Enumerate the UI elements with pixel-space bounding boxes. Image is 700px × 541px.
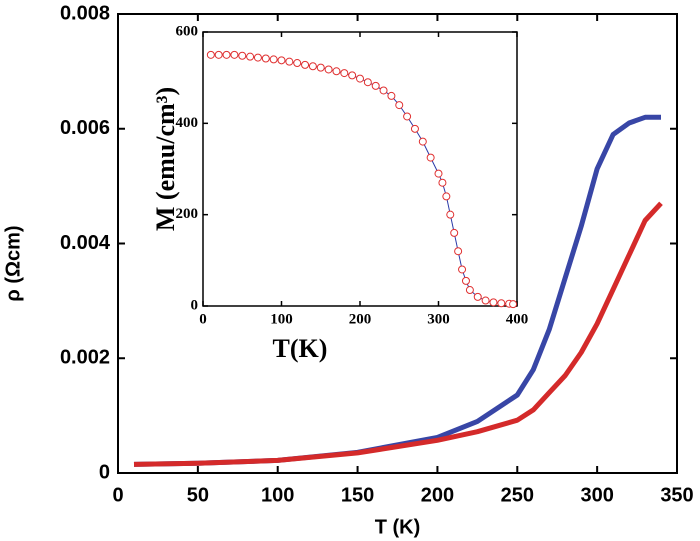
marker	[509, 300, 518, 309]
marker	[301, 60, 310, 69]
marker	[418, 137, 427, 146]
marker	[363, 78, 372, 87]
marker	[379, 86, 388, 95]
x-tick-label: 300	[427, 311, 450, 327]
x-tick-label: 100	[270, 311, 293, 327]
marker	[222, 50, 231, 59]
marker	[277, 56, 286, 65]
y-tick-label: 0.004	[60, 232, 111, 254]
y-axis-label: M (emu/cm³)	[151, 87, 180, 231]
marker	[356, 74, 364, 83]
x-axis-label: T(K)	[273, 334, 328, 363]
y-axis-label: ρ (Ωcm)	[2, 225, 24, 301]
y-tick-label: 200	[176, 206, 199, 222]
marker	[410, 124, 419, 133]
x-tick-label: 250	[501, 484, 534, 506]
marker	[324, 65, 333, 74]
marker	[348, 71, 357, 80]
series-line	[133, 201, 663, 467]
marker	[450, 228, 459, 237]
y-tick-label: 400	[176, 115, 199, 131]
marker	[293, 59, 302, 68]
marker	[269, 55, 278, 64]
x-tick-label: 200	[349, 311, 372, 327]
x-axis-label: T (K)	[375, 516, 421, 538]
x-tick-label: 50	[187, 484, 209, 506]
marker	[426, 153, 435, 162]
y-tick-label: 0	[191, 297, 199, 313]
y-tick-label: 0.006	[60, 117, 110, 139]
x-tick-label: 350	[660, 484, 693, 506]
marker	[285, 57, 294, 66]
x-tick-label: 150	[341, 484, 374, 506]
marker	[489, 298, 498, 307]
marker	[465, 286, 474, 295]
marker	[316, 63, 325, 72]
marker	[395, 101, 404, 110]
x-tick-label: 200	[421, 484, 454, 506]
marker	[230, 50, 239, 59]
plot-frame	[202, 31, 518, 307]
marker	[308, 62, 317, 71]
marker	[454, 247, 463, 256]
marker	[403, 112, 412, 121]
marker	[438, 178, 447, 187]
y-tick-label: 600	[176, 23, 199, 39]
marker	[387, 91, 396, 100]
marker	[332, 67, 341, 76]
x-tick-label: 0	[112, 484, 123, 506]
marker	[442, 192, 451, 201]
marker	[371, 81, 380, 90]
x-tick-label: 400	[506, 311, 529, 327]
marker	[238, 51, 247, 60]
marker	[253, 53, 262, 62]
marker	[261, 54, 270, 63]
y-tick-label: 0	[99, 461, 110, 483]
marker	[446, 210, 455, 219]
marker	[497, 299, 506, 308]
x-tick-label: 100	[261, 484, 294, 506]
y-tick-label: 0.008	[60, 2, 110, 24]
marker	[473, 292, 482, 301]
marker	[214, 50, 223, 59]
marker	[434, 169, 443, 178]
marker	[206, 50, 215, 59]
marker	[481, 296, 490, 305]
y-tick-label: 0.002	[60, 347, 110, 369]
marker	[458, 265, 467, 274]
marker	[246, 52, 255, 61]
x-tick-label: 0	[199, 311, 207, 327]
marker	[461, 276, 470, 285]
marker	[340, 69, 349, 78]
x-tick-label: 300	[580, 484, 613, 506]
